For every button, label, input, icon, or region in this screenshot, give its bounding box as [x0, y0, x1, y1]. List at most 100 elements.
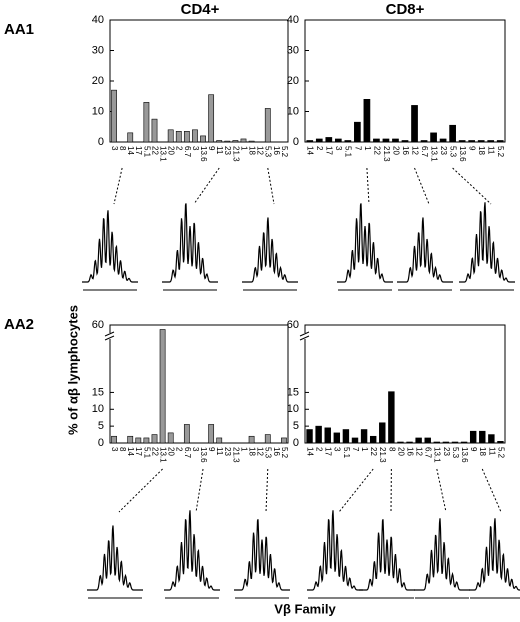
- link-line: [113, 167, 123, 205]
- bar: [183, 131, 190, 143]
- row-title: AA1: [4, 21, 34, 38]
- x-tick-label: 3: [333, 447, 342, 452]
- bar: [415, 437, 422, 444]
- bar: [334, 138, 342, 143]
- x-tick-label: 3: [110, 447, 119, 452]
- bar: [240, 138, 247, 143]
- x-tick-label: 22: [150, 447, 159, 456]
- x-tick-label: 6.7: [183, 447, 192, 459]
- y-tick-label: 10: [287, 403, 299, 415]
- x-tick-label: 5.1: [342, 447, 351, 459]
- x-tick-label: 6.7: [420, 146, 429, 158]
- x-tick-label: 22: [150, 146, 159, 155]
- bar: [167, 432, 174, 444]
- x-tick-label: 16: [405, 447, 414, 456]
- bar: [351, 437, 359, 444]
- bar: [488, 434, 495, 444]
- x-tick-label: 13.6: [458, 146, 467, 162]
- x-tick-label: 23: [223, 447, 232, 456]
- bar: [306, 140, 314, 143]
- y-tick-label: 5: [293, 420, 299, 432]
- bar: [135, 437, 142, 444]
- axis-break: [104, 331, 115, 337]
- bar: [264, 108, 271, 143]
- spectratype-trace: [234, 519, 290, 591]
- y-axis-label: % of αβ lymphocytes: [65, 305, 80, 435]
- bar: [487, 140, 495, 143]
- bar: [433, 441, 441, 444]
- link-line: [267, 167, 275, 205]
- x-tick-label: 12: [410, 146, 419, 155]
- bar: [360, 429, 368, 444]
- bar: [477, 140, 485, 143]
- bar: [143, 437, 150, 444]
- bar: [411, 105, 418, 143]
- x-tick-label: 3: [334, 146, 343, 151]
- x-tick-label: 8: [118, 447, 127, 452]
- bar: [392, 138, 399, 143]
- x-tick-label: 18: [247, 447, 256, 456]
- x-tick-label: 22: [372, 146, 381, 155]
- x-tick-label: 3: [110, 146, 119, 151]
- bar: [460, 441, 468, 444]
- bar: [248, 435, 255, 444]
- plot-frame: [109, 324, 289, 444]
- y-tick-label: 40: [287, 14, 299, 26]
- link-line: [193, 167, 220, 205]
- y-tick-label: 20: [92, 75, 104, 87]
- y-tick-label: 30: [287, 44, 299, 56]
- x-tick-label: 18: [247, 146, 256, 155]
- x-tick-label: 5.1: [344, 146, 353, 158]
- x-tick-label: 14: [126, 146, 135, 155]
- x-tick-label: 13.1: [158, 447, 167, 463]
- link-line: [195, 468, 204, 513]
- x-tick-label: 13.1: [433, 447, 442, 463]
- x-tick-label: 11: [487, 146, 496, 155]
- x-tick-label: 11: [215, 146, 224, 155]
- bar: [216, 140, 223, 143]
- x-tick-label: 9: [469, 447, 478, 452]
- y-tick-label: 10: [92, 403, 104, 415]
- x-tick-label: 5.2: [280, 447, 289, 459]
- x-tick-label: 23: [439, 146, 448, 155]
- axis-break-gap: [106, 333, 114, 339]
- x-tick-label: 5.1: [142, 447, 151, 459]
- y-tick-label: 10: [92, 105, 104, 117]
- bar: [248, 140, 255, 143]
- axis-break: [299, 335, 310, 341]
- x-tick-label: 5.2: [280, 146, 289, 158]
- x-tick-label: 21.3: [378, 447, 387, 463]
- x-tick-label: 7: [351, 447, 360, 452]
- x-tick-label: 11: [215, 447, 224, 456]
- spectratype-trace: [469, 518, 520, 591]
- x-tick-label: 1: [363, 146, 372, 151]
- y-tick-label: 60: [287, 319, 299, 331]
- x-tick-label: 17: [324, 447, 333, 456]
- spectratype-trace: [414, 518, 470, 591]
- link-line: [452, 167, 492, 205]
- link-line: [481, 468, 502, 513]
- bar: [342, 429, 350, 444]
- y-tick-label: 0: [293, 437, 299, 449]
- x-tick-label: 17: [325, 146, 334, 155]
- bar: [401, 140, 409, 143]
- bar: [324, 427, 331, 444]
- link-line: [118, 468, 163, 513]
- x-tick-label: 23: [442, 447, 451, 456]
- bar: [439, 138, 447, 143]
- y-tick-label: 15: [287, 386, 299, 398]
- column-title: CD4+: [181, 1, 220, 18]
- x-tick-label: 2: [175, 447, 184, 452]
- bar: [151, 434, 158, 444]
- bar: [451, 441, 459, 444]
- bar: [469, 430, 477, 444]
- bar: [208, 94, 215, 143]
- link-line: [414, 167, 430, 205]
- bar: [397, 441, 404, 444]
- plot-frame: [109, 19, 289, 143]
- x-tick-label: 21.3: [231, 447, 240, 463]
- plot-frame: [304, 324, 506, 444]
- bar: [111, 435, 117, 444]
